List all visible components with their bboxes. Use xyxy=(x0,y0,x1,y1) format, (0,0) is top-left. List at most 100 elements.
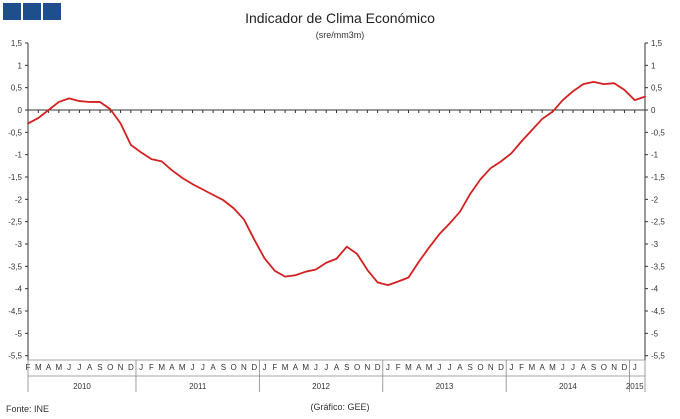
month-label: J xyxy=(67,363,71,372)
y-tick-label-left: -3 xyxy=(15,240,23,249)
month-label: M xyxy=(302,363,309,372)
month-label: N xyxy=(364,363,370,372)
year-label: 2015 xyxy=(626,382,644,391)
month-label: F xyxy=(149,363,154,372)
credit-note: (Gráfico: GEE) xyxy=(310,402,370,412)
month-label: D xyxy=(128,363,134,372)
month-label: M xyxy=(56,363,63,372)
month-label: J xyxy=(201,363,205,372)
logo-square xyxy=(3,3,21,20)
y-tick-label-left: -1,5 xyxy=(8,173,22,182)
month-label: O xyxy=(354,363,360,372)
month-label: M xyxy=(405,363,412,372)
logo xyxy=(3,3,61,20)
month-label: J xyxy=(571,363,575,372)
y-tick-label-left: -1 xyxy=(15,151,23,160)
month-label: F xyxy=(519,363,524,372)
year-label: 2014 xyxy=(559,382,577,391)
chart-subtitle: (sre/mm3m) xyxy=(315,30,365,40)
y-tick-label-left: -4,5 xyxy=(8,307,22,316)
month-label: M xyxy=(179,363,186,372)
y-tick-label-left: -0,5 xyxy=(8,128,22,137)
y-tick-label-right: -2 xyxy=(651,195,659,204)
month-label: J xyxy=(263,363,267,372)
y-tick-label-left: -5 xyxy=(15,329,23,338)
series-line xyxy=(27,80,646,286)
month-label: D xyxy=(498,363,504,372)
month-label: M xyxy=(282,363,289,372)
month-label: S xyxy=(221,363,226,372)
month-label: J xyxy=(448,363,452,372)
month-label: M xyxy=(549,363,556,372)
month-label: J xyxy=(77,363,81,372)
y-tick-label-right: 0 xyxy=(651,106,656,115)
y-tick-label-right: 0,5 xyxy=(651,84,663,93)
month-label: M xyxy=(35,363,42,372)
chart-title: Indicador de Clima Económico xyxy=(245,10,435,26)
month-label: S xyxy=(97,363,102,372)
month-label: J xyxy=(509,363,513,372)
month-label: S xyxy=(591,363,596,372)
month-label: D xyxy=(375,363,381,372)
y-tick-label-right: -3 xyxy=(651,240,659,249)
month-label: F xyxy=(396,363,401,372)
y-tick-label-right: -3,5 xyxy=(651,262,665,271)
month-label: D xyxy=(622,363,628,372)
source-note: Fonte: INE xyxy=(6,404,50,414)
y-tick-label-right: -4,5 xyxy=(651,307,665,316)
month-label: M xyxy=(426,363,433,372)
month-label: N xyxy=(118,363,124,372)
y-tick-label-left: -5,5 xyxy=(8,352,22,361)
y-tick-label-left: -2,5 xyxy=(8,218,22,227)
y-tick-label-left: -3,5 xyxy=(8,262,22,271)
month-label: J xyxy=(139,363,143,372)
month-label: S xyxy=(344,363,349,372)
month-label: N xyxy=(611,363,617,372)
month-label: N xyxy=(241,363,247,372)
month-label: A xyxy=(457,363,463,372)
month-label: O xyxy=(231,363,237,372)
year-label: 2013 xyxy=(436,382,454,391)
y-tick-label-right: -0,5 xyxy=(651,128,665,137)
month-label: J xyxy=(561,363,565,372)
month-label: S xyxy=(468,363,473,372)
month-label: J xyxy=(437,363,441,372)
month-label: F xyxy=(272,363,277,372)
y-tick-label-left: 1,5 xyxy=(11,39,23,48)
y-tick-label-right: -4 xyxy=(651,285,659,294)
month-label: J xyxy=(324,363,328,372)
month-label: A xyxy=(169,363,175,372)
y-tick-label-left: 1 xyxy=(18,61,23,70)
month-label: D xyxy=(251,363,257,372)
y-tick-label-right: -1,5 xyxy=(651,173,665,182)
month-label: A xyxy=(46,363,52,372)
month-label: A xyxy=(293,363,299,372)
month-label: A xyxy=(334,363,340,372)
y-tick-label-right: -2,5 xyxy=(651,218,665,227)
month-label: A xyxy=(210,363,216,372)
year-label: 2010 xyxy=(73,382,91,391)
logo-square xyxy=(23,3,41,20)
month-label: J xyxy=(386,363,390,372)
y-tick-label-right: -5,5 xyxy=(651,352,665,361)
month-label: A xyxy=(87,363,93,372)
y-tick-label-right: 1 xyxy=(651,61,656,70)
month-label: J xyxy=(191,363,195,372)
y-tick-label-left: 0,5 xyxy=(11,84,23,93)
logo-square xyxy=(43,3,61,20)
y-tick-label-left: 0 xyxy=(18,106,23,115)
year-label: 2011 xyxy=(189,382,207,391)
month-label: O xyxy=(107,363,113,372)
month-label: J xyxy=(633,363,637,372)
month-label: M xyxy=(158,363,165,372)
year-label: 2012 xyxy=(312,382,330,391)
y-tick-label-left: -4 xyxy=(15,285,23,294)
month-label: M xyxy=(529,363,536,372)
month-label: J xyxy=(314,363,318,372)
month-label: N xyxy=(488,363,494,372)
month-label: A xyxy=(539,363,545,372)
y-tick-label-right: -5 xyxy=(651,329,659,338)
month-label: O xyxy=(601,363,607,372)
y-tick-label-left: -2 xyxy=(15,195,23,204)
